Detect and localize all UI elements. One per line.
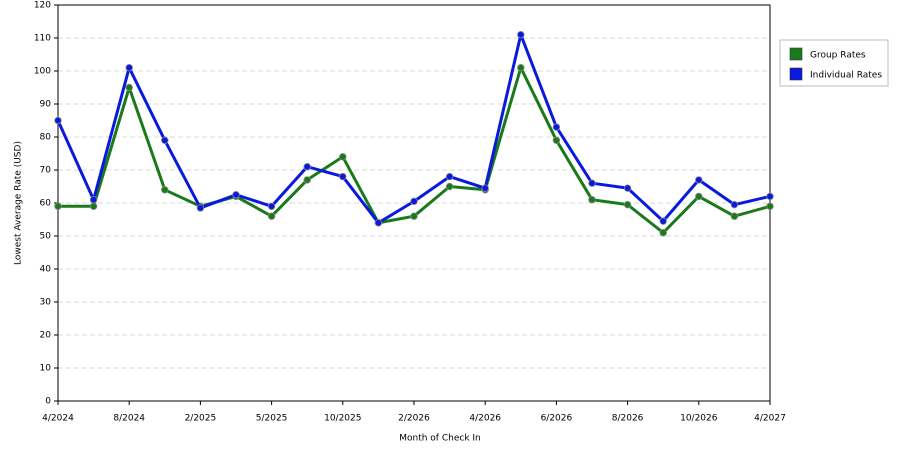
- data-point: [588, 195, 596, 204]
- legend-swatch: [789, 67, 803, 81]
- y-tick-label: 0: [45, 397, 51, 407]
- y-axis-label: Lowest Average Rate (USD): [14, 141, 24, 265]
- y-tick-label: 80: [40, 133, 52, 143]
- data-point: [445, 172, 454, 181]
- data-point: [410, 197, 418, 206]
- data-point: [695, 176, 703, 184]
- data-point: [730, 200, 739, 209]
- y-tick-label: 30: [40, 298, 52, 308]
- data-point: [552, 136, 561, 144]
- y-tick-label: 100: [34, 67, 51, 77]
- x-tick-label: 2/2026: [398, 414, 430, 424]
- legend-label: Individual Rates: [810, 71, 882, 81]
- series-line: [58, 66, 771, 235]
- data-point: [303, 176, 311, 184]
- x-tick-label: 2/2025: [185, 414, 217, 424]
- data-point: [339, 153, 347, 161]
- data-point: [89, 195, 98, 204]
- data-point: [54, 202, 62, 210]
- data-point: [730, 212, 739, 220]
- data-point: [303, 162, 311, 171]
- data-point: [766, 202, 774, 210]
- data-point: [196, 204, 205, 212]
- y-tick-label: 70: [40, 166, 52, 176]
- y-tick-label: 60: [40, 199, 52, 209]
- data-point: [623, 184, 632, 192]
- data-point: [267, 212, 276, 220]
- data-point: [161, 186, 169, 194]
- y-tick-label: 10: [40, 364, 52, 374]
- x-tick-label: 10/2025: [324, 414, 361, 424]
- data-point: [766, 192, 774, 201]
- data-point: [659, 228, 667, 237]
- y-tick-label: 50: [40, 232, 52, 242]
- data-point: [588, 179, 596, 187]
- data-point: [339, 172, 347, 181]
- data-point: [161, 136, 169, 144]
- x-tick-label: 10/2026: [680, 414, 718, 424]
- y-tick-label: 120: [34, 1, 51, 11]
- x-axis-label: Month of Check In: [399, 434, 481, 444]
- data-point: [374, 219, 383, 227]
- data-point: [517, 31, 525, 39]
- x-tick-label: 4/2024: [42, 414, 74, 424]
- data-point: [481, 184, 489, 192]
- data-point: [623, 200, 632, 209]
- y-tick-label: 40: [40, 265, 52, 275]
- legend-label: Group Rates: [810, 51, 866, 61]
- data-point: [410, 212, 418, 220]
- data-point: [232, 191, 240, 199]
- x-tick-label: 8/2024: [113, 414, 145, 424]
- x-tick-label: 8/2026: [612, 414, 644, 424]
- data-point: [125, 83, 133, 92]
- x-tick-label: 5/2025: [256, 414, 288, 424]
- y-tick-label: 90: [40, 100, 52, 110]
- data-point: [552, 123, 561, 131]
- x-tick-label: 4/2027: [754, 414, 786, 424]
- data-point: [89, 202, 98, 210]
- data-point: [695, 192, 703, 201]
- legend-swatch: [789, 47, 803, 61]
- data-point: [659, 217, 667, 225]
- data-point: [54, 116, 62, 125]
- data-point: [267, 202, 276, 210]
- data-point: [517, 63, 525, 72]
- y-tick-label: 110: [34, 34, 51, 44]
- series-line: [56, 33, 771, 225]
- data-point: [125, 63, 133, 72]
- data-point: [445, 182, 454, 191]
- x-tick-label: 6/2026: [541, 414, 573, 424]
- x-tick-label: 4/2026: [469, 414, 501, 424]
- y-tick-label: 20: [40, 331, 52, 341]
